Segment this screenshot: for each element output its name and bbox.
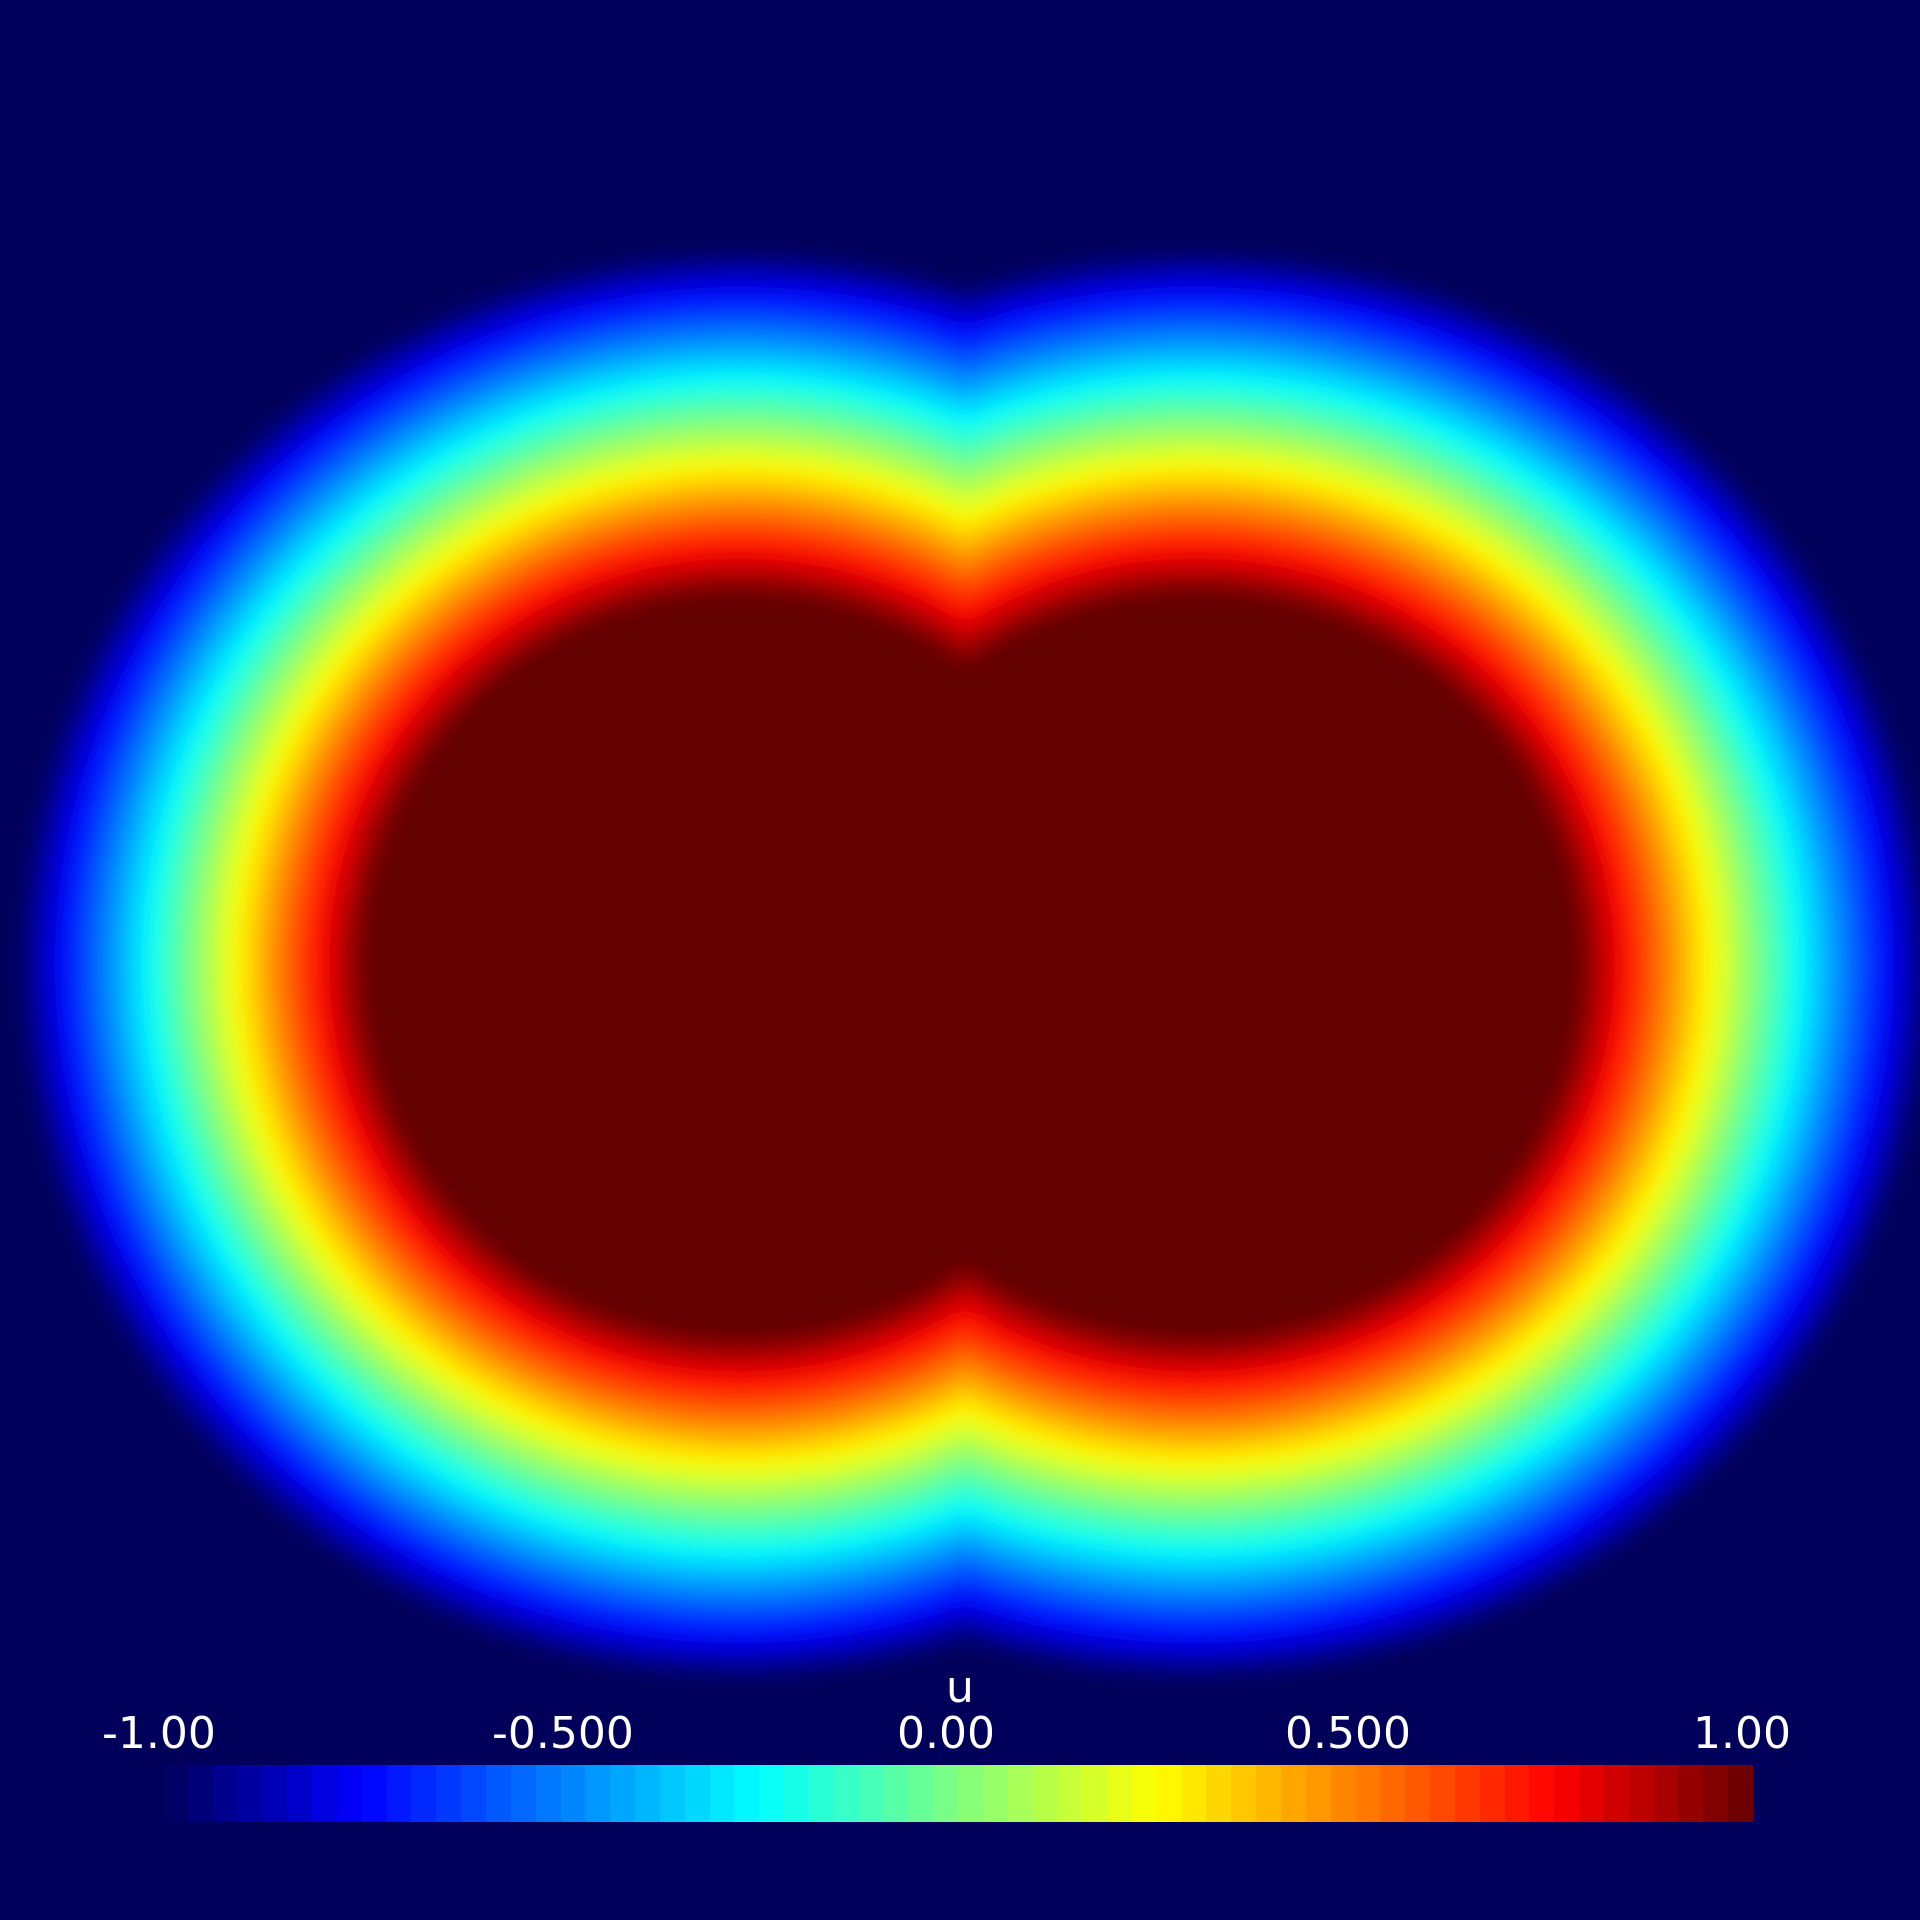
right-blob-ring (810, 591, 1580, 1339)
field-contour-rings (14, 247, 1920, 1683)
